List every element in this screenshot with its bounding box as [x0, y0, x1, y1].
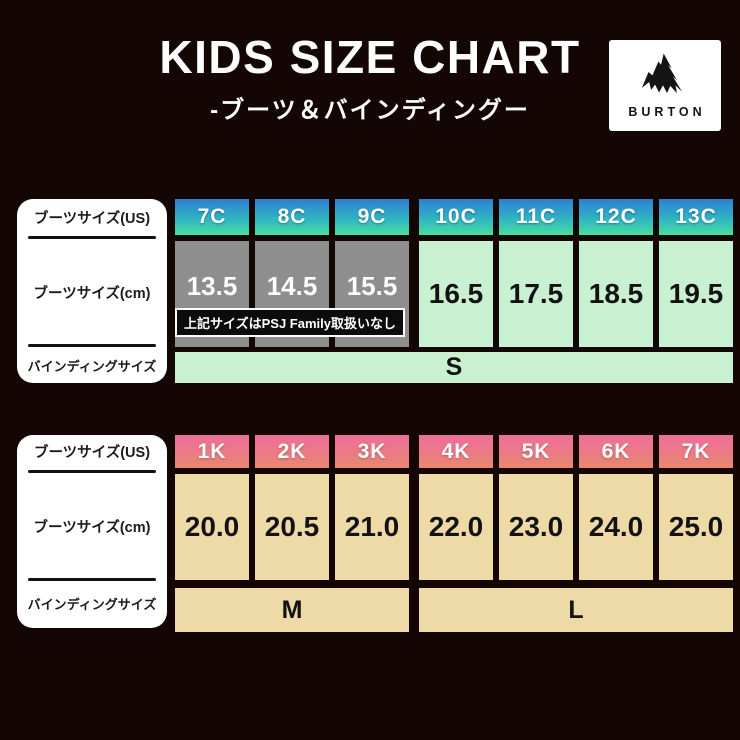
t1-us-value: 13C	[675, 205, 717, 228]
t2-cm-value: 21.0	[344, 511, 400, 542]
t2-cm-value: 20.5	[264, 511, 320, 542]
t2-us-value: 5K	[521, 439, 551, 463]
t2-us-value: 7K	[681, 439, 711, 463]
t2-us-cell: 4K	[419, 435, 493, 468]
table1-note: 上記サイズはPSJ Family取扱いなし	[175, 308, 405, 337]
divider	[28, 236, 156, 239]
t1-us-cell: 13C	[659, 199, 733, 235]
page-subtitle: -ブーツ＆バインディングー	[210, 97, 530, 124]
t2-cm-cell: 24.0	[579, 474, 653, 580]
t2-us-cell: 1K	[175, 435, 249, 468]
divider	[28, 578, 156, 581]
t1-cm-value: 19.5	[668, 278, 724, 309]
t1-cm-value: 17.5	[508, 278, 564, 309]
table2-label-box: ブーツサイズ(US) ブーツサイズ(cm) バインディングサイズ	[17, 435, 167, 628]
t1-cm-value: 16.5	[428, 278, 484, 309]
t2-cm-value: 23.0	[508, 511, 564, 542]
page-title: KIDS SIZE CHART	[159, 31, 581, 83]
t1-cm-value: 13.5	[186, 270, 238, 301]
t2-us-cell: 6K	[579, 435, 653, 468]
t2-cm-value: 25.0	[668, 511, 724, 542]
t1-cm-value: 14.5	[266, 270, 318, 301]
t2-us-cell: 2K	[255, 435, 329, 468]
t2-cm-cell: 20.5	[255, 474, 329, 580]
table1-label-box: ブーツサイズ(US) ブーツサイズ(cm) バインディングサイズ	[17, 199, 167, 383]
t1-cm-value: 18.5	[588, 278, 644, 309]
t1-cm-cell: 16.5	[419, 241, 493, 347]
t1-us-cell: 10C	[419, 199, 493, 235]
table1-label-us: ブーツサイズ(US)	[33, 210, 151, 227]
t1-cm-value: 15.5	[346, 270, 398, 301]
table2-binding-bar-l: L	[419, 588, 733, 632]
t2-cm-cell: 25.0	[659, 474, 733, 580]
t1-us-cell: 11C	[499, 199, 573, 235]
t2-us-value: 1K	[197, 439, 227, 463]
divider	[28, 344, 156, 347]
t1-us-value: 12C	[595, 205, 637, 228]
mountain-icon	[641, 53, 683, 94]
t1-us-cell: 9C	[335, 199, 409, 235]
t1-cm-cell: 17.5	[499, 241, 573, 347]
table1-label-binding: バインディングサイズ	[27, 358, 157, 374]
t1-us-value: 11C	[515, 205, 557, 228]
t1-us-value: 9C	[357, 205, 387, 228]
table2-label-cm: ブーツサイズ(cm)	[33, 519, 151, 536]
table2-label-binding: バインディングサイズ	[27, 596, 157, 612]
t2-cm-cell: 22.0	[419, 474, 493, 580]
t1-cm-cell: 18.5	[579, 241, 653, 347]
t2-us-cell: 7K	[659, 435, 733, 468]
table1-label-cm: ブーツサイズ(cm)	[33, 285, 151, 302]
t1-us-cell: 7C	[175, 199, 249, 235]
t2-us-value: 2K	[277, 439, 307, 463]
t1-cm-cell: 19.5	[659, 241, 733, 347]
t2-cm-value: 24.0	[588, 511, 644, 542]
t2-us-cell: 3K	[335, 435, 409, 468]
t1-us-value: 8C	[277, 205, 307, 228]
divider	[28, 470, 156, 473]
table2-label-us: ブーツサイズ(US)	[33, 445, 151, 461]
t2-cm-value: 20.0	[184, 511, 240, 542]
t2-us-cell: 5K	[499, 435, 573, 468]
t2-cm-cell: 23.0	[499, 474, 573, 580]
brand-name: BURTON	[628, 105, 706, 119]
t2-us-value: 3K	[357, 439, 387, 463]
burton-logo: BURTON	[609, 40, 721, 131]
t2-cm-cell: 21.0	[335, 474, 409, 580]
table1-binding-bar-s: S	[175, 352, 733, 383]
t1-us-value: 7C	[197, 205, 227, 228]
t2-us-value: 4K	[441, 439, 471, 463]
table2-binding-bar-m: M	[175, 588, 409, 632]
t2-us-value: 6K	[601, 439, 631, 463]
t1-us-cell: 12C	[579, 199, 653, 235]
t2-cm-cell: 20.0	[175, 474, 249, 580]
t1-us-value: 10C	[435, 205, 477, 228]
t2-cm-value: 22.0	[428, 511, 484, 542]
t1-us-cell: 8C	[255, 199, 329, 235]
